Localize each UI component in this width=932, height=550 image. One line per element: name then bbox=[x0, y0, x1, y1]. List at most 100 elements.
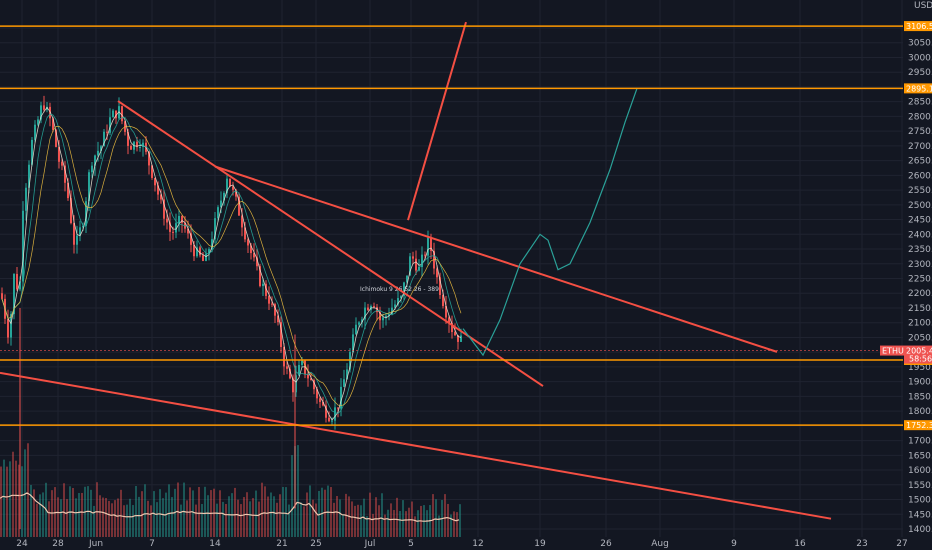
volume-bar bbox=[171, 497, 173, 537]
time-axis[interactable]: 24 28 Jun 7 14 21 25 Jul 5 12 19 26 Aug 9 16 23 27 bbox=[16, 539, 907, 549]
volume-bar bbox=[288, 504, 290, 537]
volume-bar bbox=[222, 501, 224, 537]
volume-bar bbox=[27, 443, 29, 537]
candle-body bbox=[199, 247, 201, 256]
volume-bar bbox=[183, 482, 185, 537]
candle-body bbox=[160, 194, 162, 200]
volume-bar bbox=[321, 487, 323, 537]
volume-bar bbox=[132, 505, 134, 537]
y-tick-label: 2750.00 bbox=[908, 127, 932, 137]
y-tick-label: 2700.00 bbox=[908, 142, 932, 152]
candle-body bbox=[43, 105, 45, 110]
horizontal-level-label: 2895.15 bbox=[906, 84, 932, 93]
volume-bar bbox=[18, 464, 20, 537]
volume-bar bbox=[12, 451, 14, 537]
volume-bar bbox=[249, 501, 251, 537]
volume-bar bbox=[36, 503, 38, 537]
candle-body bbox=[313, 380, 315, 390]
volume-bar bbox=[285, 487, 287, 537]
volume-bar bbox=[282, 486, 284, 537]
candle-body bbox=[238, 196, 240, 216]
volume-bar bbox=[129, 498, 131, 537]
volume-bar bbox=[300, 502, 302, 537]
volume-bar bbox=[357, 504, 359, 537]
x-tick-label: 21 bbox=[276, 539, 287, 549]
candle-body bbox=[13, 273, 15, 315]
volume-bar bbox=[99, 495, 101, 537]
candle-body bbox=[427, 237, 429, 256]
volume-bar bbox=[459, 504, 461, 537]
candle-body bbox=[121, 106, 123, 122]
candle-body bbox=[436, 268, 438, 278]
current-price-value: 2005.49 bbox=[906, 347, 932, 356]
volume-bar bbox=[438, 515, 440, 537]
candle-body bbox=[64, 165, 66, 183]
volume-bar bbox=[333, 502, 335, 537]
candle-body bbox=[22, 210, 24, 282]
candle-body bbox=[421, 254, 423, 267]
candle-body bbox=[190, 233, 192, 245]
y-tick-label: 2050.00 bbox=[908, 333, 932, 343]
y-tick-label: 2500.00 bbox=[908, 201, 932, 211]
volume-bar bbox=[378, 505, 380, 537]
volume-bar bbox=[384, 514, 386, 537]
volume-bar bbox=[402, 500, 404, 537]
candle-body bbox=[151, 165, 153, 178]
candle-body bbox=[73, 223, 75, 245]
volume-bar bbox=[279, 494, 281, 537]
volume-bar bbox=[369, 492, 371, 537]
volume-bar bbox=[177, 482, 179, 537]
candle-body bbox=[211, 239, 213, 250]
volume-bar bbox=[117, 498, 119, 537]
volume-bar bbox=[297, 445, 299, 537]
x-tick-label: 23 bbox=[856, 539, 867, 549]
horizontal-level-label: 3106.50 bbox=[906, 22, 932, 31]
trend-drawings bbox=[0, 21, 832, 520]
y-tick-label: 2600.00 bbox=[908, 171, 932, 181]
candle-body bbox=[94, 155, 96, 166]
candle-body bbox=[268, 295, 270, 304]
y-tick-label: 1850.00 bbox=[908, 392, 932, 402]
candle-body bbox=[286, 366, 288, 369]
x-tick-label: 28 bbox=[52, 539, 64, 549]
candle-body bbox=[175, 223, 177, 233]
y-tick-label: 1700.00 bbox=[908, 437, 932, 447]
volume-bar bbox=[399, 510, 401, 537]
y-tick-label: 2350.00 bbox=[908, 245, 932, 255]
x-tick-label: 7 bbox=[149, 539, 155, 549]
volume-bar bbox=[60, 499, 62, 537]
candle-body bbox=[298, 365, 300, 376]
candle-body bbox=[136, 141, 138, 148]
volume-bar bbox=[309, 485, 311, 537]
volume-bar bbox=[42, 492, 44, 537]
volume-bar bbox=[108, 500, 110, 537]
volume-bar bbox=[6, 466, 8, 537]
x-tick-label: 19 bbox=[534, 539, 546, 549]
current-price-tag bbox=[904, 345, 932, 364]
y-tick-label: 2650.00 bbox=[908, 157, 932, 167]
candle-body bbox=[265, 283, 267, 296]
volume-bar bbox=[444, 494, 446, 537]
candle-body bbox=[244, 227, 246, 240]
x-tick-label: 24 bbox=[16, 539, 28, 549]
projection-breakout-line bbox=[407, 21, 467, 221]
candle-body bbox=[412, 256, 414, 259]
candle-body bbox=[106, 131, 108, 133]
candle-body bbox=[82, 225, 84, 228]
horizontal-level-tag bbox=[904, 21, 932, 32]
volume-bar bbox=[360, 505, 362, 537]
volume-bar bbox=[432, 494, 434, 537]
volume-bar bbox=[204, 486, 206, 537]
volume-bar bbox=[252, 498, 254, 537]
volume-bar bbox=[96, 482, 98, 537]
y-tick-label: 2100.00 bbox=[908, 319, 932, 329]
candle-body bbox=[406, 275, 408, 283]
volume-bar bbox=[342, 514, 344, 537]
trendline-descending-resistance bbox=[214, 165, 778, 353]
volume-bar bbox=[120, 489, 122, 537]
volume-bar bbox=[135, 485, 137, 537]
candle-body bbox=[442, 294, 444, 307]
